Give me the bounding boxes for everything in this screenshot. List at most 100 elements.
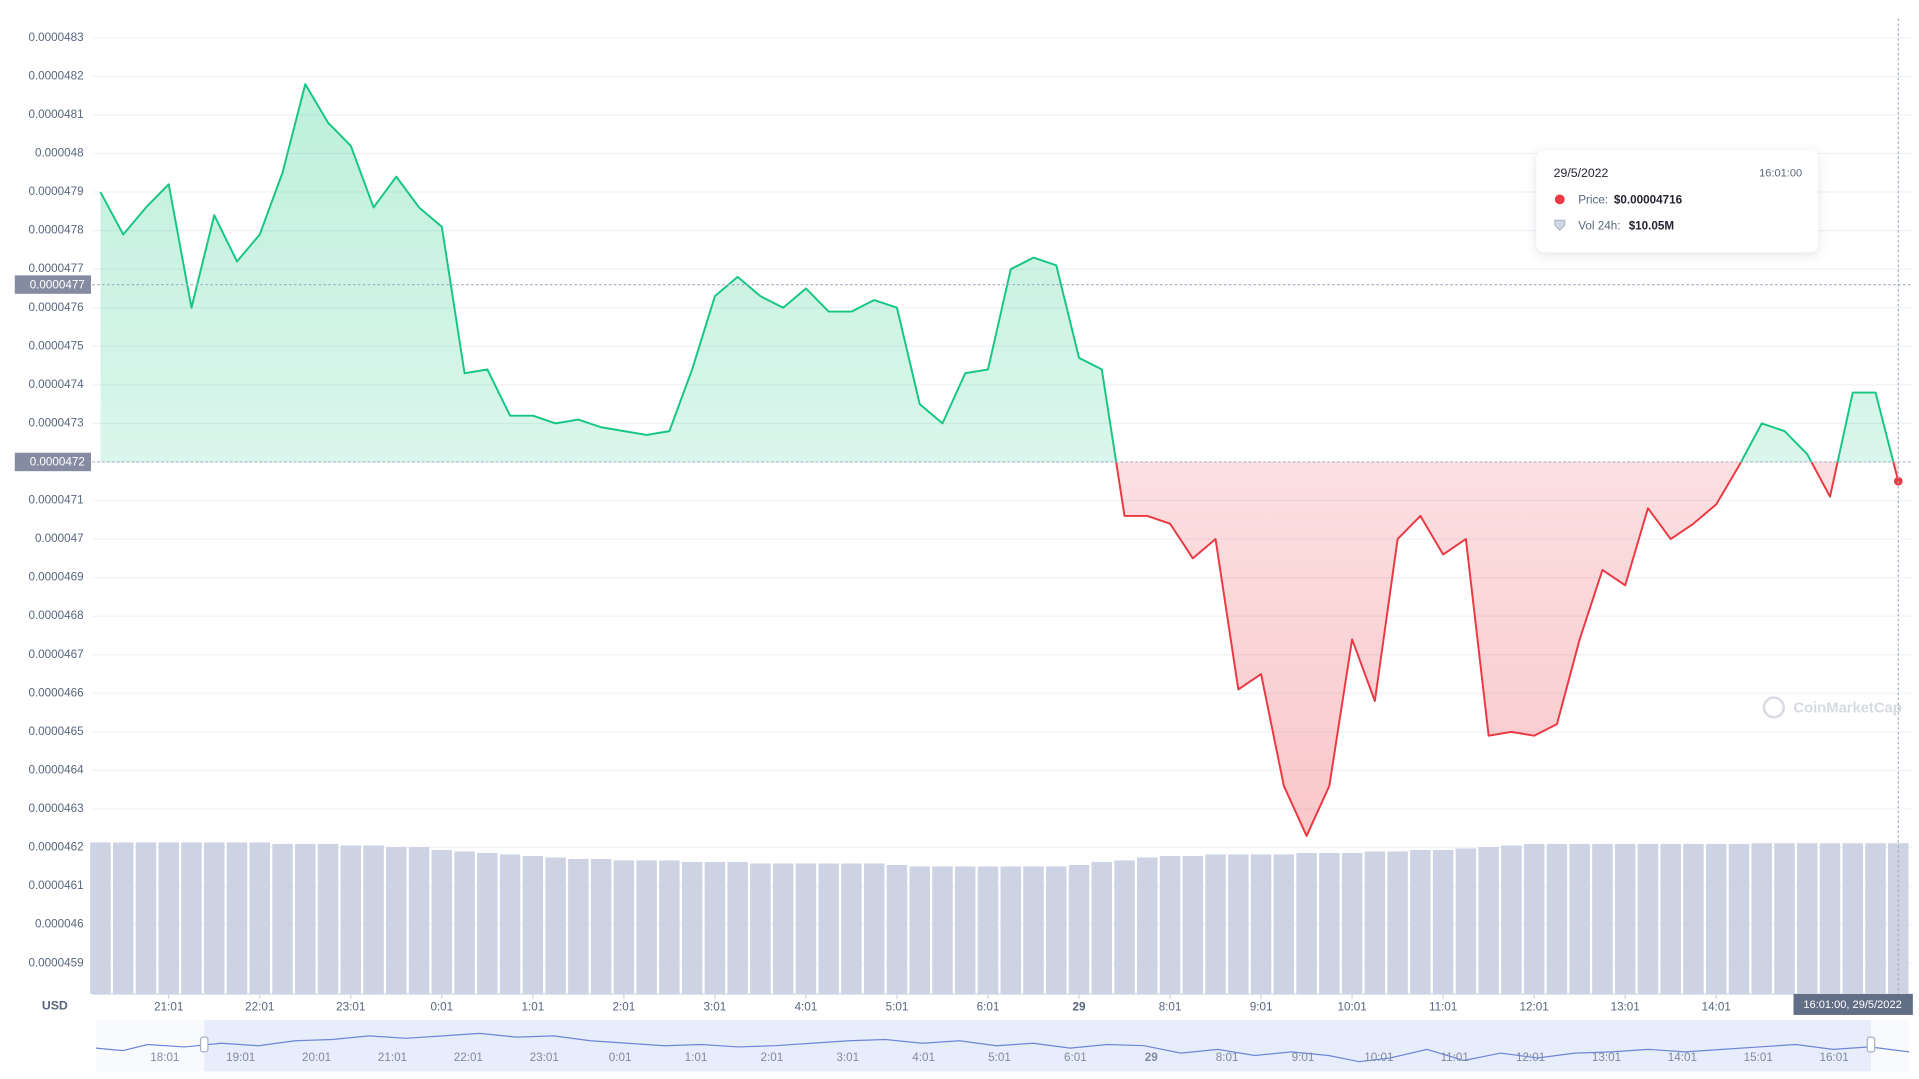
volume-bar <box>386 846 407 995</box>
volume-bar <box>363 845 384 995</box>
tooltip-price: $0.00004716 <box>1614 194 1683 207</box>
cursor-label: 0.0000477 <box>30 278 85 291</box>
tooltip-price-dot <box>1554 194 1565 205</box>
volume-bar <box>1569 843 1590 995</box>
navigator-label: 4:01 <box>912 1051 935 1064</box>
navigator-labels: 18:01 19:01 20:01 21:01 22:01 23:01 0:01 1:01 2:… <box>150 1051 1849 1064</box>
x-tick-label: 22:01 <box>245 1001 274 1014</box>
navigator-label: 20:01 <box>302 1051 331 1064</box>
tooltip-date: 29/5/2022 <box>1554 166 1609 180</box>
y-tick-label: 0.0000477 <box>28 262 83 275</box>
y-tick-label: 0.0000475 <box>28 339 83 352</box>
volume-bar <box>545 857 566 995</box>
volume-bar <box>477 852 498 995</box>
navigator-label: 18:01 <box>150 1051 179 1064</box>
volume-bar <box>954 866 976 995</box>
y-tick-label: 0.0000481 <box>28 108 83 121</box>
volume-bar <box>1865 843 1886 995</box>
y-tick-label: 0.0000479 <box>28 185 83 198</box>
x-tick-label: 12:01 <box>1520 1001 1549 1014</box>
volume-bar <box>272 843 293 995</box>
tooltip-volume: $10.05M <box>1629 220 1674 233</box>
volume-bar <box>909 866 930 995</box>
y-tick-label: 0.000047 <box>35 532 84 545</box>
volume-bar <box>112 842 134 995</box>
tooltip-price-label: Price: <box>1578 194 1608 207</box>
navigator-label: 29 <box>1145 1051 1158 1064</box>
volume-bar <box>1501 845 1522 995</box>
price-line-up <box>99 83 1895 462</box>
x-tick-label: 0:01 <box>430 1001 453 1014</box>
x-cursor-label-text: 16:01:00, 29/5/2022 <box>1803 999 1901 1011</box>
volume-bar <box>863 863 885 995</box>
y-tick-label: 0.0000473 <box>28 416 83 429</box>
baseline-label-bg <box>14 452 92 472</box>
y-tick-label: 0.0000483 <box>28 31 83 44</box>
watermark-logo <box>1762 696 1785 719</box>
volume-bar <box>1205 854 1226 995</box>
volume-bar <box>886 864 908 995</box>
volume-bar <box>1614 843 1636 995</box>
x-tick-label: 29 <box>1073 1001 1086 1014</box>
tooltip-box <box>1536 150 1819 253</box>
volume-bar <box>1523 843 1545 995</box>
volume-bar <box>795 863 817 995</box>
volume-bar <box>1137 857 1158 995</box>
volume-bar <box>1046 866 1067 995</box>
y-tick-label: 0.0000464 <box>28 763 84 776</box>
volume-bar <box>750 863 771 995</box>
volume-bar <box>181 842 202 995</box>
volume-bar <box>841 863 862 995</box>
navigator-label: 22:01 <box>454 1051 483 1064</box>
navigator-label: 10:01 <box>1364 1051 1393 1064</box>
navigator-line <box>95 1032 1910 1063</box>
navigator-label: 19:01 <box>226 1051 255 1064</box>
volume-bar <box>1546 843 1568 995</box>
x-tick-label: 6:01 <box>977 1001 1000 1014</box>
navigator-label: 0:01 <box>609 1051 632 1064</box>
x-tick-label: 10:01 <box>1337 1001 1366 1014</box>
volume-bar <box>1455 848 1477 995</box>
y-tick-label: 0.0000478 <box>28 224 83 237</box>
x-tick-label: 3:01 <box>704 1001 727 1014</box>
volume-bar <box>522 855 544 995</box>
volume-bar <box>1114 860 1135 995</box>
volume-bar <box>1319 852 1340 995</box>
volume-bar <box>1728 843 1750 995</box>
y-tick-label: 0.0000463 <box>28 802 83 815</box>
volume-bar <box>90 842 111 995</box>
volume-bar <box>613 860 635 995</box>
x-tick-label: 2:01 <box>613 1001 636 1014</box>
navigator-handle-left[interactable] <box>199 1036 209 1053</box>
volume-bar <box>1637 843 1659 995</box>
navigator-label: 8:01 <box>1216 1051 1239 1064</box>
navigator-label: 13:01 <box>1592 1051 1621 1064</box>
volume-bar <box>340 845 362 995</box>
volume-bar <box>1774 843 1795 995</box>
navigator-label: 3:01 <box>836 1051 859 1064</box>
tooltip-time: 16:01:00 <box>1759 167 1802 179</box>
y-tick-label: 0.000046 <box>35 918 84 931</box>
y-tick-label: 0.0000468 <box>28 609 83 622</box>
navigator-label: 1:01 <box>685 1051 708 1064</box>
volume-bar <box>1819 843 1841 995</box>
baseline-label: 0.0000472 <box>30 456 85 469</box>
navigator-handle-right[interactable] <box>1866 1036 1876 1053</box>
y-tick-label: 0.0000482 <box>28 69 83 82</box>
volume-bar <box>1228 854 1249 995</box>
volume-bar <box>1182 855 1204 995</box>
volume-layer <box>90 842 1909 995</box>
volume-bar <box>1888 843 1909 995</box>
navigator-label: 9:01 <box>1292 1051 1315 1064</box>
volume-bar <box>932 866 953 995</box>
navigator-selection[interactable] <box>204 1019 1872 1072</box>
navigator-label: 16:01 <box>1820 1051 1849 1064</box>
y-tick-label: 0.000048 <box>35 147 84 160</box>
volume-bar <box>158 842 179 995</box>
volume-bar <box>135 842 157 995</box>
volume-bar <box>1250 854 1272 995</box>
volume-bar <box>203 842 225 995</box>
volume-bar <box>1000 866 1021 995</box>
x-tick-label: 8:01 <box>1159 1001 1182 1014</box>
volume-bar <box>1341 852 1363 995</box>
